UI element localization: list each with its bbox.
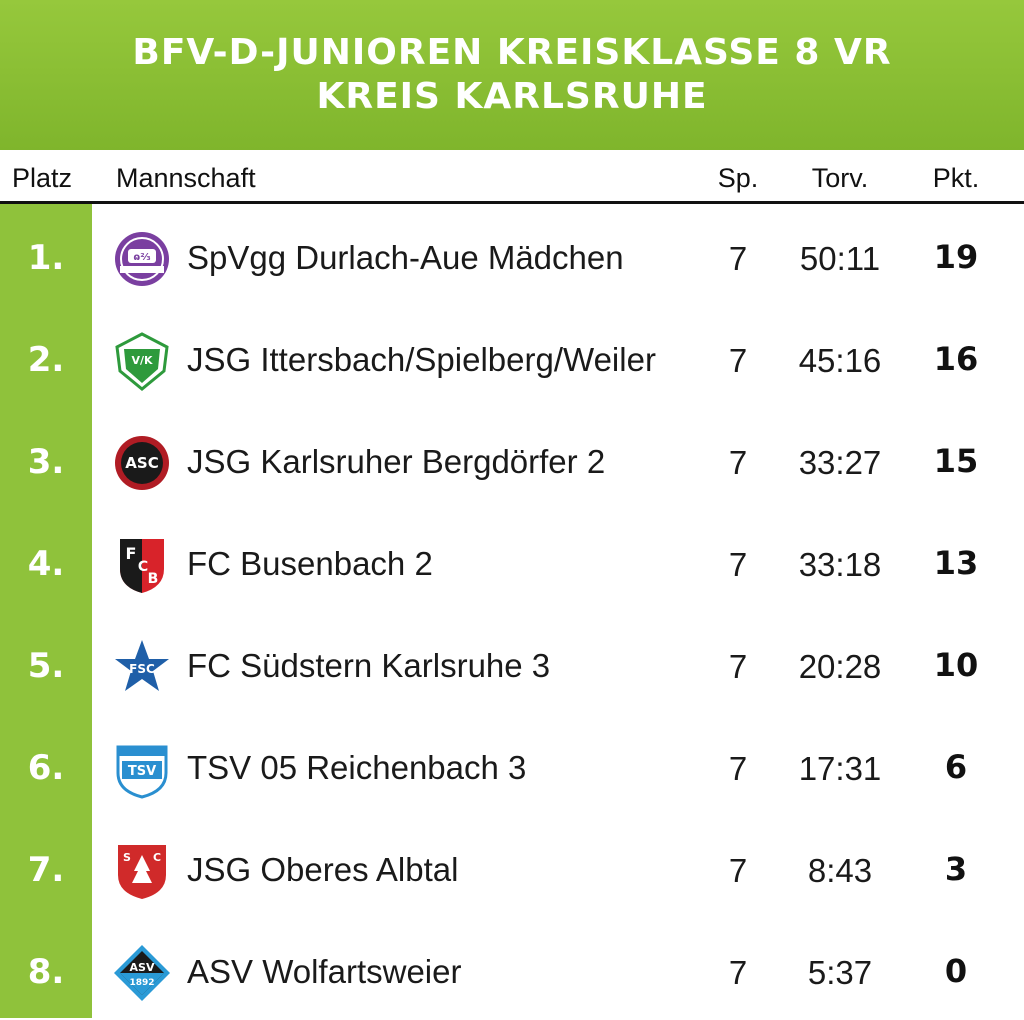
team-name: JSG Oberes Albtal — [187, 851, 459, 888]
column-header-torv: Torv. — [811, 163, 869, 193]
svg-text:B: B — [148, 571, 159, 587]
rank: 5. — [27, 646, 65, 686]
svg-text:V/K: V/K — [131, 354, 153, 367]
rank: 2. — [27, 340, 65, 380]
team-name: SpVgg Durlach-Aue Mädchen — [187, 239, 624, 276]
spvgg-durlach-aue-crest-icon: ɷ⅔ — [112, 229, 172, 289]
asv-wolfartsweier-crest-icon: ASV 1892 — [112, 943, 172, 1003]
svg-text:ASC: ASC — [125, 454, 158, 472]
rank: 7. — [27, 850, 65, 890]
svg-text:ɷ⅔: ɷ⅔ — [133, 252, 150, 263]
team-name: ASV Wolfartsweier — [187, 953, 462, 990]
table-row: 3. ASC JSG Karlsruher Bergdörfer 2 7 33:… — [0, 408, 1024, 510]
games-played: 7 — [728, 546, 748, 583]
games-played: 7 — [728, 648, 748, 685]
team-name: FC Busenbach 2 — [187, 545, 433, 582]
points: 15 — [933, 442, 979, 480]
rank: 8. — [27, 952, 65, 992]
vfk-ittersbach-crest-icon: V/K — [112, 331, 172, 391]
team-name: TSV 05 Reichenbach 3 — [187, 749, 527, 786]
points: 16 — [933, 340, 979, 378]
svg-text:C: C — [138, 559, 148, 575]
svg-text:TSV: TSV — [128, 764, 156, 779]
games-played: 7 — [728, 342, 748, 379]
svg-text:FSC: FSC — [129, 662, 155, 676]
svg-text:S: S — [123, 851, 131, 864]
asc-crest-icon: ASC — [112, 433, 172, 493]
points: 0 — [944, 952, 968, 990]
page-title-line1: BFV-D-JUNIOREN KREISKLASSE 8 VR — [132, 32, 892, 73]
games-played: 7 — [728, 750, 748, 787]
games-played: 7 — [728, 240, 748, 277]
team-name: JSG Karlsruher Bergdörfer 2 — [187, 443, 606, 480]
table-header: Platz Mannschaft Sp. Torv. Pkt. — [0, 150, 1024, 204]
points: 10 — [933, 646, 979, 684]
page-title-line2: KREIS KARLSRUHE — [316, 76, 708, 117]
svg-text:F: F — [126, 544, 137, 563]
team-name: FC Südstern Karlsruhe 3 — [187, 647, 551, 684]
goal-ratio: 20:28 — [798, 648, 882, 685]
column-header-sp: Sp. — [717, 163, 759, 193]
svg-text:1892: 1892 — [129, 978, 154, 988]
games-played: 7 — [728, 444, 748, 481]
table-row: 6. TSV TSV 05 Reichenbach 3 7 17:31 6 — [0, 714, 1024, 816]
games-played: 7 — [728, 852, 748, 889]
tsv-reichenbach-crest-icon: TSV — [112, 739, 172, 799]
rank: 1. — [27, 238, 65, 278]
table-row: 8. ASV 1892 ASV Wolfartsweier 7 5:37 0 — [0, 918, 1024, 1020]
games-played: 7 — [728, 954, 748, 991]
rank: 4. — [27, 544, 65, 584]
fc-suedstern-star-icon: FSC — [112, 637, 172, 697]
goal-ratio: 50:11 — [799, 240, 881, 277]
table-row: 1. ɷ⅔ SpVgg Durlach-Aue Mädchen 7 50:11 … — [0, 204, 1024, 306]
rank: 3. — [27, 442, 65, 482]
rank-column-background — [0, 204, 92, 1018]
points: 6 — [944, 748, 968, 786]
goal-ratio: 5:37 — [807, 954, 873, 991]
goal-ratio: 45:16 — [798, 342, 882, 379]
column-header-pkt: Pkt. — [932, 163, 980, 193]
points: 3 — [944, 850, 968, 888]
points: 13 — [933, 544, 979, 582]
svg-text:ASV: ASV — [130, 961, 155, 974]
header-banner: BFV-D-JUNIOREN KREISKLASSE 8 VR KREIS KA… — [0, 0, 1024, 150]
goal-ratio: 33:18 — [798, 546, 882, 583]
table-row: 5. FSC FC Südstern Karlsruhe 3 7 20:28 1… — [0, 612, 1024, 714]
rank: 6. — [27, 748, 65, 788]
goal-ratio: 8:43 — [807, 852, 873, 889]
table-row: 2. V/K JSG Ittersbach/Spielberg/Weiler 7… — [0, 306, 1024, 408]
svg-text:C: C — [153, 851, 161, 864]
column-header-platz: Platz — [12, 163, 73, 193]
column-header-mannschaft: Mannschaft — [116, 163, 256, 193]
team-name: JSG Ittersbach/Spielberg/Weiler — [187, 341, 656, 378]
goal-ratio: 17:31 — [798, 750, 882, 787]
points: 19 — [933, 238, 979, 276]
goal-ratio: 33:27 — [798, 444, 882, 481]
